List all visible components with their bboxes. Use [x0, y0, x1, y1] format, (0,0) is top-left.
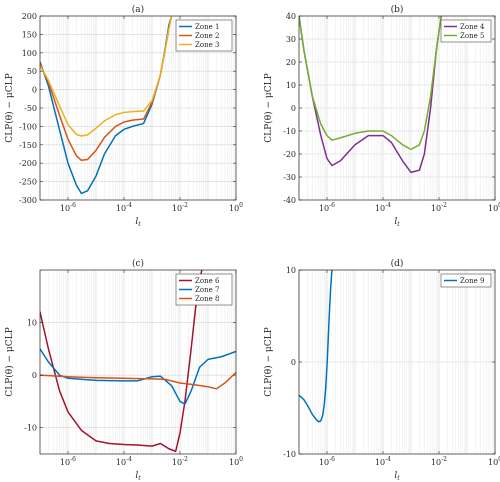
legend-label: Zone 1	[195, 23, 219, 31]
y-tick-label: 0	[32, 86, 37, 95]
y-tick-label: -200	[19, 159, 37, 168]
y-tick-label: 10	[286, 266, 296, 275]
y-tick-label: 0	[291, 358, 296, 367]
x-tick-label: 10-2	[172, 202, 188, 213]
x-tick-label: 100	[229, 202, 243, 213]
legend-label: Zone 7	[195, 286, 219, 294]
grid	[298, 15, 496, 201]
x-tick-label: 10-6	[319, 202, 335, 213]
y-tick-label: 30	[286, 35, 296, 44]
x-tick-label: 10-2	[172, 456, 188, 467]
x-tick-label: 10-4	[116, 202, 132, 213]
legend: Zone 9	[440, 273, 492, 288]
x-tick-label: 100	[488, 456, 500, 467]
axes-box	[39, 269, 237, 455]
y-tick-label: -300	[19, 196, 37, 205]
x-tick-label: 100	[229, 456, 243, 467]
x-tick-label: 10-4	[375, 456, 391, 467]
legend-label: Zone 3	[195, 41, 219, 49]
y-axis-label: CLP(θ) − μCLP	[4, 327, 15, 396]
x-axis-label: lt	[394, 471, 400, 482]
y-tick-label: -150	[19, 141, 37, 150]
y-tick-label: -20	[283, 150, 296, 159]
y-tick-label: -100	[19, 122, 37, 131]
chart-panel-3: -10 0 10 10-6 10-4 10-2 100 (c) lt CLP(θ) − μCLP Z…	[4, 258, 243, 482]
chart-title: (a)	[132, 4, 144, 15]
y-tick-label: 100	[22, 49, 37, 58]
chart-panel-2: -40 -30 -20 -10 0 10 20 30 40 10-6 10-4 10-2 100 (b) l…	[263, 4, 500, 228]
series-line-zone-9	[299, 270, 333, 423]
y-tick-label: -50	[24, 104, 37, 113]
y-tick-label: -30	[283, 173, 296, 182]
x-tick-label: 10-6	[319, 456, 335, 467]
y-tick-label: 150	[22, 30, 37, 39]
series-line-zone-8	[40, 371, 236, 390]
y-tick-label: 200	[22, 12, 37, 21]
y-tick-label: 10	[27, 319, 37, 328]
y-tick-label: 0	[32, 371, 37, 380]
y-axis-label: CLP(θ) − μCLP	[4, 73, 15, 142]
y-axis-label: CLP(θ) − μCLP	[263, 73, 274, 142]
x-tick-label: 10-2	[431, 202, 447, 213]
grid	[39, 15, 237, 201]
y-tick-label: 0	[291, 104, 296, 113]
chart-title: (d)	[391, 258, 404, 269]
y-tick-label: 20	[286, 58, 296, 67]
x-tick-label: 10-4	[375, 202, 391, 213]
legend-box	[440, 273, 492, 288]
chart-title: (c)	[132, 258, 144, 269]
x-axis-label: lt	[135, 217, 141, 228]
y-tick-label: -250	[19, 178, 37, 187]
x-tick-label: 10-6	[60, 456, 76, 467]
legend-label: Zone 5	[460, 32, 484, 40]
x-tick-label: 10-6	[60, 202, 76, 213]
y-tick-label: -10	[24, 424, 37, 433]
x-tick-label: 10-4	[116, 456, 132, 467]
series-line-zone-6	[40, 270, 203, 453]
y-tick-label: -10	[283, 127, 296, 136]
x-axis-label: lt	[135, 471, 141, 482]
legend-label: Zone 4	[460, 23, 485, 31]
y-tick-label: -10	[283, 450, 296, 459]
series-line-zone-4	[299, 16, 442, 174]
y-tick-label: 10	[286, 81, 296, 90]
y-tick-label: 50	[27, 67, 37, 76]
x-tick-label: 10-2	[431, 456, 447, 467]
x-tick-label: 100	[488, 202, 500, 213]
series-line-zone-3	[40, 16, 173, 137]
legend-label: Zone 9	[460, 277, 484, 285]
legend-label: Zone 8	[195, 295, 219, 303]
y-tick-label: 40	[286, 12, 296, 21]
legend-label: Zone 2	[195, 32, 219, 40]
y-tick-label: -40	[283, 196, 296, 205]
y-axis-label: CLP(θ) − μCLP	[263, 327, 274, 396]
chart-title: (b)	[391, 4, 404, 15]
chart-panel-1: -300 -250 -200 -150 -100 -50 0 50 100 150 200 10-6 1…	[4, 4, 243, 228]
legend-label: Zone 6	[195, 277, 220, 285]
chart-panel-4: -10 0 10 10-6 10-4 10-2 100 (d) lt CLP(θ) − μCLP Z…	[263, 258, 500, 482]
series-line-zone-5	[299, 16, 442, 151]
x-axis-label: lt	[394, 217, 400, 228]
legend-box	[440, 19, 492, 43]
